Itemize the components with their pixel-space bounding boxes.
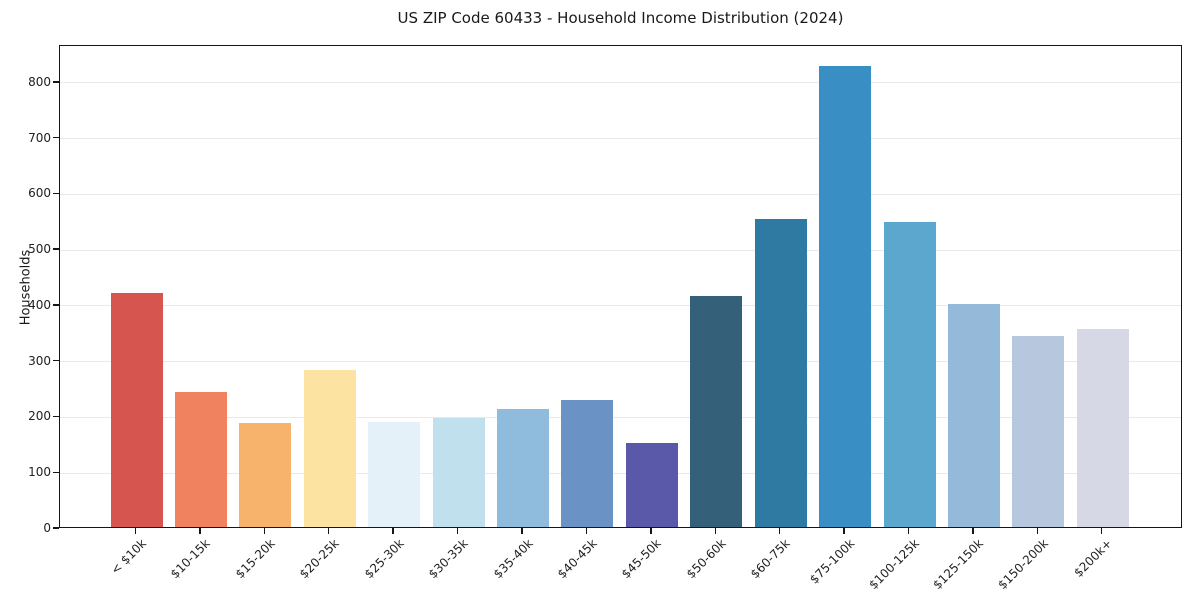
y-tick-mark bbox=[53, 248, 59, 250]
x-tick-mark bbox=[521, 528, 523, 534]
x-tick-mark bbox=[843, 528, 845, 534]
y-tick-mark bbox=[53, 471, 59, 473]
chart-title: US ZIP Code 60433 - Household Income Dis… bbox=[397, 9, 844, 27]
bar bbox=[497, 408, 550, 527]
x-tick-label: $15-20k bbox=[232, 536, 278, 582]
y-tick-mark bbox=[53, 527, 59, 529]
bar bbox=[883, 221, 936, 527]
x-tick-label: $200k+ bbox=[1071, 536, 1116, 580]
y-tick-label: 400 bbox=[28, 297, 51, 312]
y-tick-label: 500 bbox=[28, 242, 51, 257]
x-tick-mark bbox=[134, 528, 137, 534]
x-tick-mark bbox=[328, 528, 330, 534]
x-tick-mark bbox=[779, 528, 781, 534]
gridline bbox=[60, 416, 1181, 418]
gridline bbox=[60, 249, 1181, 251]
y-tick-mark bbox=[53, 415, 59, 418]
bar bbox=[432, 417, 485, 527]
y-tick-label: 100 bbox=[28, 465, 51, 480]
x-tick-label: $40-45k bbox=[554, 536, 600, 582]
y-tick-label: 0 bbox=[43, 521, 51, 535]
y-tick-mark bbox=[53, 136, 59, 139]
y-tick-label: 600 bbox=[28, 186, 51, 201]
x-tick-label: $75-100k bbox=[807, 536, 858, 587]
x-tick-label: < $10k bbox=[107, 536, 149, 578]
x-tick-label: $10-15k bbox=[168, 536, 214, 582]
y-tick-label: 700 bbox=[28, 130, 51, 145]
y-tick-mark bbox=[53, 359, 59, 362]
x-tick-label: $60-75k bbox=[748, 536, 793, 582]
y-tick-mark bbox=[53, 192, 59, 195]
bar bbox=[754, 219, 807, 527]
bar bbox=[947, 304, 1000, 527]
bar bbox=[561, 399, 614, 527]
gridline bbox=[60, 193, 1181, 195]
bar bbox=[625, 443, 678, 527]
bar bbox=[239, 423, 292, 527]
bar bbox=[368, 422, 421, 527]
gridline bbox=[60, 472, 1181, 474]
x-tick-mark bbox=[650, 528, 652, 534]
x-tick-label: $45-50k bbox=[619, 536, 665, 582]
x-tick-mark bbox=[392, 528, 394, 534]
bar bbox=[1012, 336, 1065, 527]
y-tick-label: 300 bbox=[28, 353, 51, 368]
bar bbox=[1076, 329, 1129, 527]
x-tick-mark bbox=[263, 528, 266, 534]
gridline bbox=[60, 361, 1181, 363]
bar bbox=[819, 65, 872, 527]
x-tick-mark bbox=[456, 528, 459, 534]
bar bbox=[174, 392, 227, 527]
gridline bbox=[60, 82, 1181, 84]
x-tick-mark bbox=[199, 528, 201, 534]
y-tick-mark bbox=[53, 304, 59, 306]
x-tick-mark bbox=[585, 528, 588, 534]
y-tick-label: 800 bbox=[28, 74, 51, 89]
x-tick-label: $20-25k bbox=[297, 536, 342, 582]
bar bbox=[303, 370, 356, 527]
x-tick-label: $125-150k bbox=[930, 536, 987, 590]
x-tick-label: $35-40k bbox=[490, 536, 536, 582]
bar bbox=[690, 296, 743, 527]
x-tick-label: $50-60k bbox=[683, 536, 729, 582]
x-tick-label: $100-125k bbox=[866, 536, 922, 590]
x-tick-label: $150-200k bbox=[994, 536, 1051, 590]
gridline bbox=[60, 305, 1181, 307]
y-tick-label: 200 bbox=[28, 409, 51, 424]
x-tick-mark bbox=[972, 528, 974, 534]
x-tick-mark bbox=[714, 528, 716, 534]
x-tick-mark bbox=[907, 528, 910, 534]
bar bbox=[110, 292, 163, 527]
x-tick-mark bbox=[1036, 528, 1039, 534]
plot-area bbox=[59, 45, 1182, 528]
y-tick-mark bbox=[53, 81, 59, 83]
x-tick-label: $30-35k bbox=[425, 536, 471, 582]
x-tick-mark bbox=[1101, 528, 1103, 534]
gridline bbox=[60, 138, 1181, 140]
x-tick-label: $25-30k bbox=[361, 536, 407, 582]
